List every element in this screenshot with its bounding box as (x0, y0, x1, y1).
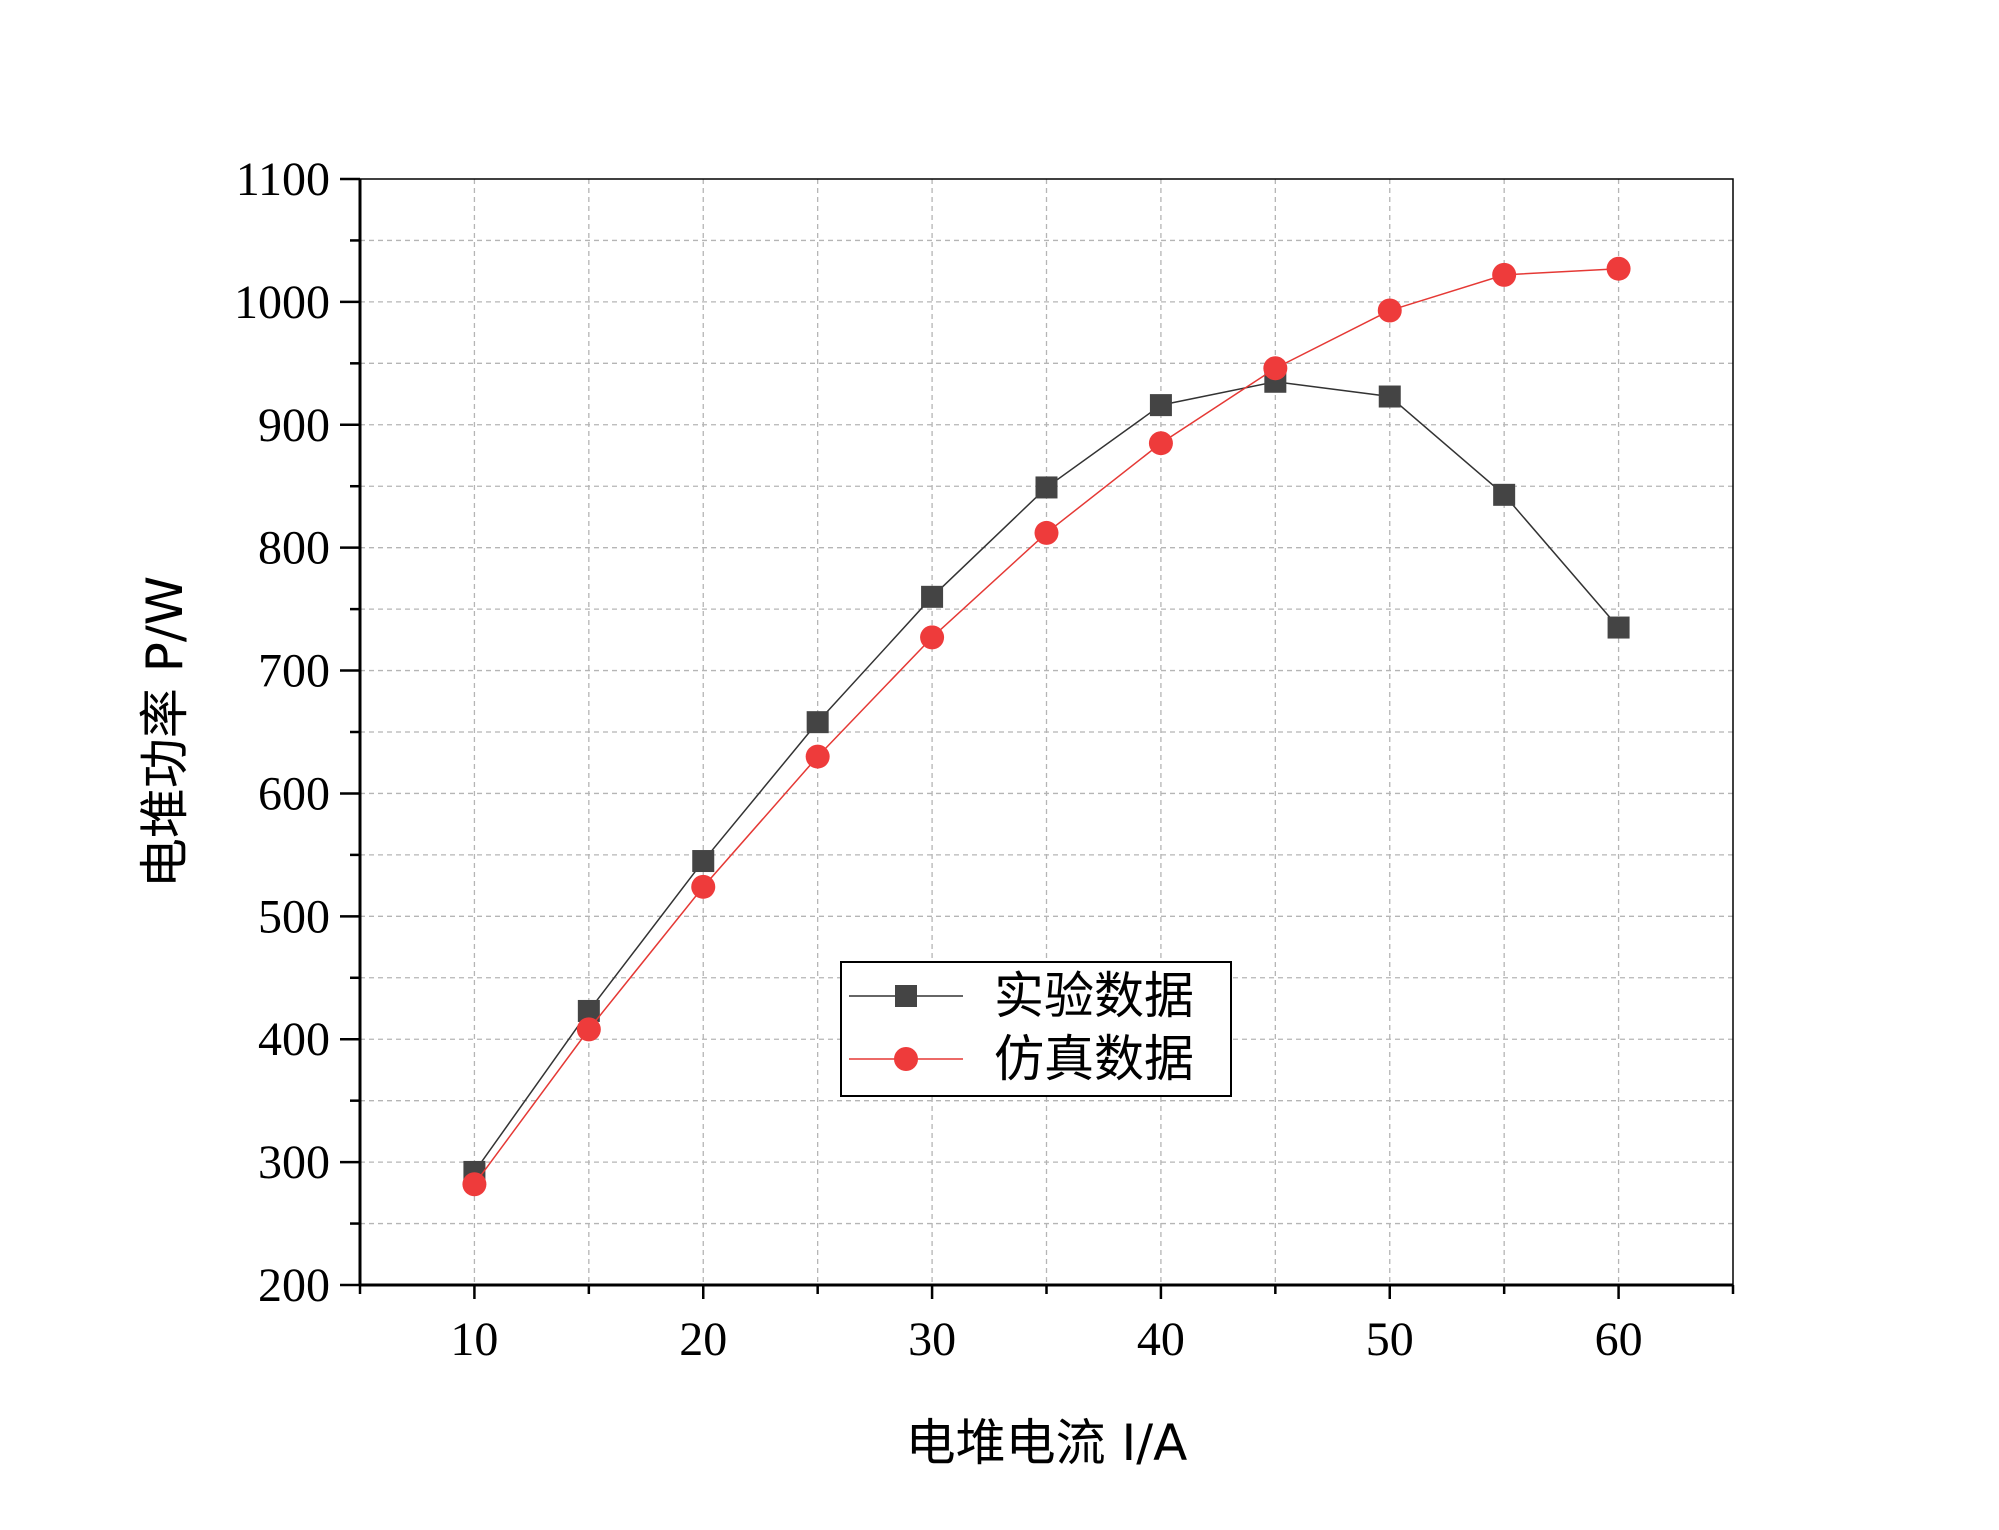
data-point-square (692, 850, 715, 873)
data-point-square (1035, 476, 1058, 499)
y-axis-title: 电堆功率 P/W (136, 576, 194, 888)
legend-marker-circle (894, 1047, 918, 1071)
y-tick-label: 300 (258, 1136, 330, 1189)
y-tick-label: 900 (258, 399, 330, 452)
legend-box (840, 961, 1232, 1097)
legend-entry: 实验数据 (849, 967, 1194, 1025)
series-simulation (462, 256, 1631, 1197)
data-point-square (1149, 394, 1172, 417)
y-tick-label: 700 (258, 645, 330, 698)
y-tick-label: 200 (258, 1259, 330, 1312)
legend-label: 实验数据 (994, 967, 1194, 1025)
series-layer (462, 256, 1631, 1197)
data-point-square (806, 711, 829, 734)
data-point-circle (691, 874, 716, 899)
y-tick-label: 400 (258, 1013, 330, 1066)
x-tick-label: 40 (1137, 1313, 1185, 1366)
data-point-square (577, 999, 600, 1022)
y-tick-label: 1000 (234, 276, 330, 329)
legend-marker-square (895, 985, 917, 1007)
legend-entry: 仿真数据 (849, 1030, 1194, 1088)
x-tick-label: 10 (450, 1313, 498, 1366)
x-axis-title: 电堆电流 I/A (906, 1414, 1188, 1472)
y-tick-label: 600 (258, 767, 330, 820)
data-point-square (1493, 483, 1516, 506)
y-tick-label: 800 (258, 522, 330, 575)
y-tick-label: 500 (258, 890, 330, 943)
axes: 10 20 30 40 50 60 200 300 400 500 600 700 800 900 1000… (234, 153, 1735, 1366)
data-point-square (921, 585, 944, 608)
grid-lines (360, 179, 1733, 1285)
x-tick-label: 20 (679, 1313, 727, 1366)
data-point-circle (805, 744, 830, 769)
data-point-circle (462, 1172, 487, 1197)
data-point-circle (1263, 356, 1288, 381)
data-point-circle (920, 625, 945, 650)
data-point-square (1378, 385, 1401, 408)
data-point-circle (1606, 256, 1631, 281)
x-tick-label: 30 (908, 1313, 956, 1366)
data-point-circle (1377, 298, 1402, 323)
legend-label: 仿真数据 (994, 1030, 1194, 1088)
data-point-square (1607, 616, 1630, 639)
x-tick-label: 50 (1366, 1313, 1414, 1366)
data-point-circle (576, 1017, 601, 1042)
data-point-circle (1034, 520, 1059, 545)
data-point-circle (1492, 262, 1517, 287)
data-point-circle (1148, 431, 1173, 456)
y-tick-label: 1100 (236, 153, 330, 206)
x-tick-label: 60 (1595, 1313, 1643, 1366)
